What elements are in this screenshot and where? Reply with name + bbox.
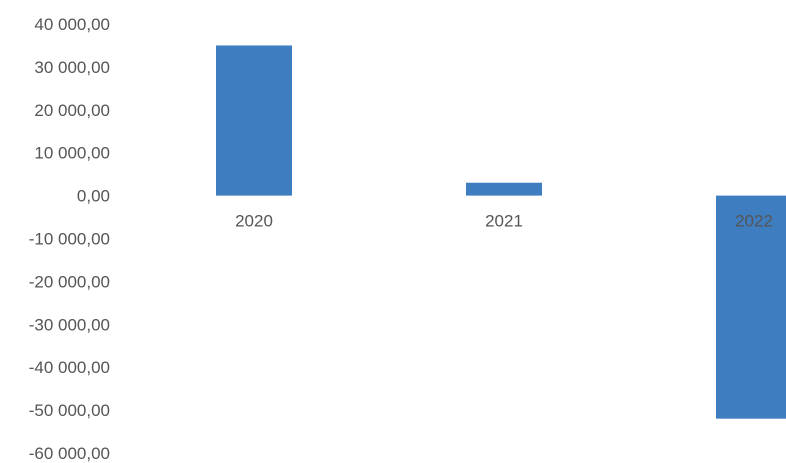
y-tick-label: 40 000,00 xyxy=(34,15,110,34)
y-tick-label: -30 000,00 xyxy=(29,315,110,334)
bar-2022 xyxy=(716,195,786,419)
y-tick-label: -20 000,00 xyxy=(29,272,110,291)
y-tick-label: 30 000,00 xyxy=(34,58,110,77)
bar-2020 xyxy=(216,45,292,196)
y-tick-label: -40 000,00 xyxy=(29,358,110,377)
y-tick-label: 10 000,00 xyxy=(34,144,110,163)
category-label-2020: 2020 xyxy=(235,212,273,231)
y-tick-label: 0,00 xyxy=(77,187,110,206)
y-axis-ticks: 40 000,00 30 000,00 20 000,00 10 000,00 0,00… xyxy=(29,15,110,463)
y-tick-label: -60 000,00 xyxy=(29,444,110,463)
category-labels: 2020 2021 2022 xyxy=(235,212,773,231)
bar-2021 xyxy=(466,182,542,196)
y-tick-label: 20 000,00 xyxy=(34,101,110,120)
y-tick-label: -10 000,00 xyxy=(29,230,110,249)
bars xyxy=(216,45,786,419)
category-label-2022: 2022 xyxy=(735,212,773,231)
category-label-2021: 2021 xyxy=(485,212,523,231)
y-tick-label: -50 000,00 xyxy=(29,401,110,420)
